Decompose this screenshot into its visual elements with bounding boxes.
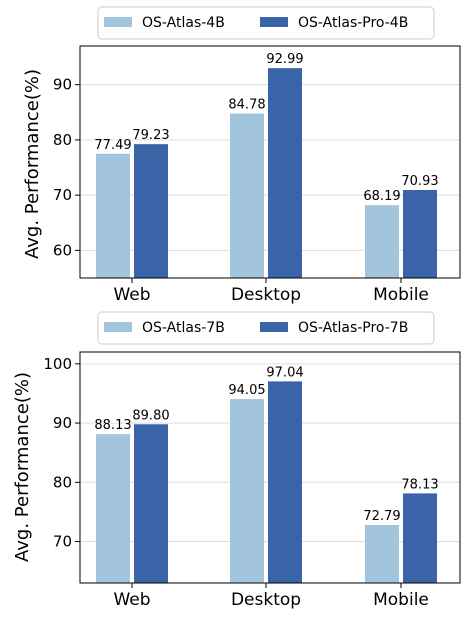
value-labels-top: 77.49 79.23 84.78 92.99 68.19 70.93 [94,52,438,204]
bar-bottom-web-atlas [96,434,130,583]
x-label-bottom-desktop: Desktop [231,590,301,610]
value-label-top-mobile-pro: 70.93 [401,174,438,189]
bar-top-desktop-atlas [230,113,264,279]
y-tick-label-bottom-0: 70 [53,533,72,551]
value-label-top-mobile-atlas: 68.19 [363,189,400,204]
value-label-bottom-desktop-atlas: 94.05 [228,383,265,398]
x-labels-top: Web Desktop Mobile [113,278,429,305]
x-label-top-mobile: Mobile [373,285,429,305]
value-labels-bottom: 88.13 89.80 94.05 97.04 72.79 78.13 [94,365,438,524]
legend-swatch-bottom-1 [260,322,288,332]
legend-swatch-top-0 [104,17,132,27]
axes-frame-top [79,45,461,279]
y-tick-label-top-1: 70 [53,186,72,204]
value-label-top-web-pro: 79.23 [132,128,169,143]
bar-bottom-web-pro [134,424,168,583]
y-axis-label-top: Avg. Performance(%) [22,69,43,259]
y-ticks-top: 60 70 80 90 [53,76,80,259]
bar-bottom-desktop-pro [268,381,302,583]
x-label-bottom-web: Web [113,590,150,610]
bar-top-desktop-pro [268,68,302,278]
value-label-top-desktop-atlas: 84.78 [228,98,265,113]
bar-bottom-mobile-pro [403,493,437,583]
legend-swatch-bottom-0 [104,322,132,332]
bars-top [96,68,437,279]
chart-panel-bottom: OS-Atlas-7B OS-Atlas-Pro-7B 88.13 89.80 … [12,311,461,610]
y-ticks-bottom: 70 80 90 100 [43,355,80,551]
y-tick-label-bottom-1: 80 [53,473,72,491]
legend-top: OS-Atlas-4B OS-Atlas-Pro-4B [97,6,435,40]
value-label-bottom-mobile-atlas: 72.79 [363,509,400,524]
bar-top-mobile-pro [403,190,437,278]
legend-bottom: OS-Atlas-7B OS-Atlas-Pro-7B [97,311,435,345]
value-label-bottom-web-atlas: 88.13 [94,418,131,433]
bars-bottom [96,381,437,583]
x-label-top-web: Web [113,285,150,305]
legend-swatch-top-1 [260,17,288,27]
y-tick-label-top-3: 90 [53,76,72,94]
legend-label-top-0: OS-Atlas-4B [142,15,225,31]
bar-top-web-atlas [96,153,130,278]
y-tick-label-bottom-2: 90 [53,414,72,432]
legend-label-bottom-0: OS-Atlas-7B [142,320,225,336]
axes-frame-bottom [79,351,461,584]
legend-label-bottom-1: OS-Atlas-Pro-7B [298,320,408,336]
x-labels-bottom: Web Desktop Mobile [113,583,429,610]
bar-bottom-desktop-atlas [230,399,264,583]
value-label-top-desktop-pro: 92.99 [266,52,303,67]
value-label-bottom-mobile-pro: 78.13 [401,477,438,492]
bar-bottom-mobile-atlas [365,525,399,583]
chart-panel-top: OS-Atlas-4B OS-Atlas-Pro-4B 77.49 79.23 … [22,6,461,305]
y-axis-label-bottom: Avg. Performance(%) [12,372,33,562]
value-label-bottom-desktop-pro: 97.04 [266,365,303,380]
y-tick-label-top-2: 80 [53,131,72,149]
x-label-bottom-mobile: Mobile [373,590,429,610]
y-tick-label-bottom-3: 100 [43,355,72,373]
y-tick-label-top-0: 60 [53,241,72,259]
bar-top-web-pro [134,144,168,278]
bar-top-mobile-atlas [365,205,399,278]
value-label-bottom-web-pro: 89.80 [132,408,169,423]
value-label-top-web-atlas: 77.49 [94,138,131,153]
legend-label-top-1: OS-Atlas-Pro-4B [298,15,408,31]
x-label-top-desktop: Desktop [231,285,301,305]
